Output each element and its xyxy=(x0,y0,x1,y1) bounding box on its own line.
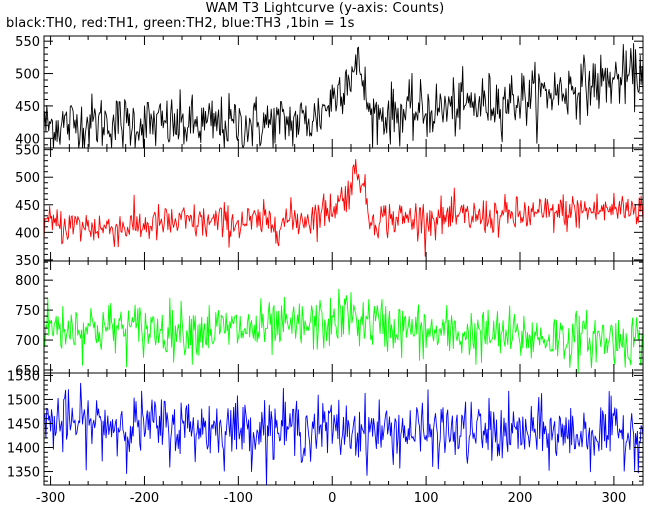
panel-frame xyxy=(43,372,644,486)
x-tick-label: 100 xyxy=(414,491,439,505)
x-tick-label: 0 xyxy=(328,491,336,505)
chart-title: WAM T3 Lightcurve (y-axis: Counts) xyxy=(205,1,445,16)
y-tick-label: 650 xyxy=(15,364,40,379)
y-tick-label: 350 xyxy=(15,254,40,269)
x-tick-label: 200 xyxy=(508,491,533,505)
y-tick-label: 450 xyxy=(15,199,40,214)
y-tick-label: 1550 xyxy=(7,369,40,384)
y-tick-label: 750 xyxy=(15,304,40,319)
y-tick-label: 400 xyxy=(15,132,40,147)
y-tick-label: 1350 xyxy=(7,466,40,481)
y-tick-label: 550 xyxy=(15,144,40,159)
panel-th1: 350 400 450 500 550 xyxy=(15,144,644,269)
series-line-th0 xyxy=(43,43,644,149)
series-line-th3 xyxy=(43,382,644,486)
y-tick-label: 500 xyxy=(15,171,40,186)
y-tick-label: 400 xyxy=(15,226,40,241)
y-tick-label: 1500 xyxy=(7,393,40,408)
y-tick-label: 700 xyxy=(15,334,40,349)
panel-th0: 400 450 500 550 xyxy=(15,35,644,149)
x-tick-label: -100 xyxy=(224,491,254,505)
series-line-th2 xyxy=(43,288,644,374)
panel-frame xyxy=(43,35,644,149)
series-line-th1 xyxy=(43,158,644,257)
chart-subtitle: black:TH0, red:TH1, green:TH2, blue:TH3 … xyxy=(6,16,355,31)
x-tick-label: -300 xyxy=(36,491,66,505)
y-tick-label: 800 xyxy=(15,274,40,289)
y-tick-label: 1450 xyxy=(7,417,40,432)
y-tick-label: 500 xyxy=(15,68,40,83)
panel-th2: 650 700 750 800 xyxy=(15,260,644,379)
x-tick-label: -200 xyxy=(130,491,160,505)
y-tick-label: 1400 xyxy=(7,442,40,457)
x-tick-label: 300 xyxy=(601,491,626,505)
y-tick-label: 450 xyxy=(15,100,40,115)
panel-th3: 1350 1400 1450 1500 1550 -300 -200 -100 0 100 200 3… xyxy=(7,369,644,505)
y-tick-label: 550 xyxy=(15,35,40,50)
